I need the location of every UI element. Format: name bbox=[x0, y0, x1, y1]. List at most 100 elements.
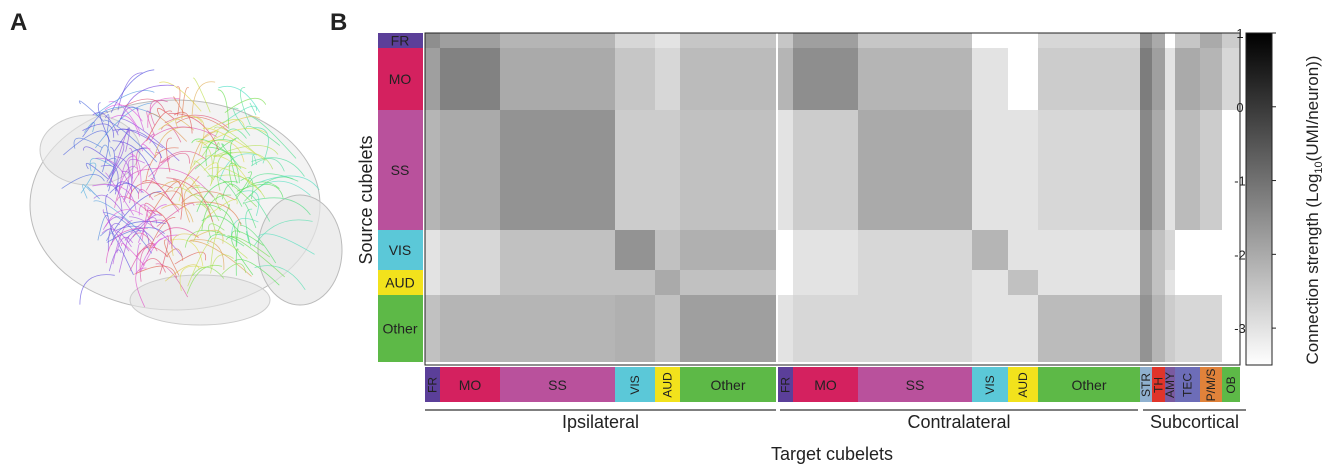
heatmap-cell bbox=[500, 110, 615, 230]
fibre bbox=[150, 178, 180, 213]
fibre bbox=[210, 231, 221, 268]
fibre bbox=[245, 231, 250, 244]
fibre bbox=[61, 174, 105, 189]
target-region-bar bbox=[778, 367, 793, 402]
target-region-bar bbox=[680, 367, 776, 402]
fibre bbox=[218, 86, 261, 113]
heatmap-cell bbox=[1165, 48, 1175, 110]
fibre bbox=[151, 126, 217, 138]
fibre bbox=[161, 203, 194, 223]
heatmap-cell bbox=[793, 33, 858, 48]
fibre bbox=[249, 102, 257, 116]
source-region-bar bbox=[378, 33, 423, 48]
fibre bbox=[116, 128, 164, 149]
heatmap-cell bbox=[793, 48, 858, 110]
fibre bbox=[212, 142, 220, 164]
fibre bbox=[148, 157, 171, 178]
heatmap-cell bbox=[1222, 33, 1240, 48]
fibre bbox=[125, 130, 130, 152]
heatmap-cell bbox=[615, 230, 655, 270]
target-region-bar bbox=[858, 367, 972, 402]
group-label: Contralateral bbox=[907, 412, 1010, 432]
group-label: Ipsilateral bbox=[562, 412, 639, 432]
fibre bbox=[207, 119, 245, 131]
fibre bbox=[191, 138, 234, 158]
heatmap-cell bbox=[1200, 48, 1222, 110]
fibre bbox=[216, 204, 230, 234]
heatmap-cell bbox=[972, 270, 1008, 295]
brain-render bbox=[29, 69, 343, 326]
fibre bbox=[181, 191, 236, 204]
fibre bbox=[95, 90, 155, 116]
fibre bbox=[124, 98, 166, 113]
fibre bbox=[189, 240, 252, 277]
heatmap-cell bbox=[1008, 110, 1038, 230]
heatmap-cell bbox=[1008, 295, 1038, 362]
fibre bbox=[253, 219, 313, 246]
source-region-label: Other bbox=[382, 321, 417, 337]
heatmap-cell bbox=[680, 295, 776, 362]
fibre bbox=[127, 159, 145, 179]
heatmap-cell bbox=[680, 230, 776, 270]
fibre bbox=[251, 154, 257, 166]
fibre bbox=[236, 221, 242, 246]
heatmap-cell bbox=[1038, 48, 1140, 110]
heatmap-cell bbox=[972, 110, 1008, 230]
fibre bbox=[235, 171, 252, 200]
target-region-label: Other bbox=[1071, 377, 1106, 393]
heatmap-cell bbox=[858, 110, 972, 230]
fibre bbox=[168, 112, 219, 151]
heatmap-cell bbox=[858, 295, 972, 362]
heatmap-cell bbox=[500, 295, 615, 362]
heatmap-cell bbox=[500, 230, 615, 270]
fibre bbox=[136, 147, 151, 176]
heatmap-cell bbox=[440, 230, 500, 270]
target-region-label: TEC bbox=[1181, 373, 1195, 397]
heatmap-cell bbox=[680, 33, 776, 48]
target-region-bar bbox=[440, 367, 500, 402]
fibre bbox=[104, 104, 143, 122]
colorbar-tick-label: -3 bbox=[1234, 321, 1246, 336]
fibre bbox=[205, 139, 232, 167]
fibre bbox=[159, 81, 202, 112]
fibre bbox=[137, 204, 167, 243]
heatmap-cell bbox=[425, 110, 440, 230]
fibre bbox=[221, 143, 242, 169]
fibre bbox=[135, 243, 142, 274]
heatmap-cell bbox=[655, 110, 680, 230]
fibre bbox=[251, 157, 305, 177]
heatmap-cell bbox=[425, 295, 440, 362]
fibre bbox=[208, 223, 225, 239]
heatmap-cell bbox=[1152, 48, 1165, 110]
fibre bbox=[110, 221, 166, 245]
colorbar-title-sub: 10 bbox=[1313, 161, 1325, 173]
target-region-label: SS bbox=[548, 377, 567, 393]
target-region-label: SS bbox=[906, 377, 925, 393]
heatmap-cell bbox=[778, 110, 793, 230]
fibre bbox=[79, 274, 115, 305]
heatmap-cell bbox=[1140, 33, 1152, 48]
fibre bbox=[235, 248, 239, 276]
fibre bbox=[145, 152, 162, 191]
fibre bbox=[192, 77, 211, 113]
heatmap-cell bbox=[1038, 270, 1140, 295]
fibre bbox=[146, 210, 157, 229]
fibre bbox=[201, 215, 241, 233]
colorbar-tick-label: -1 bbox=[1234, 174, 1246, 189]
panel-label: B bbox=[330, 9, 347, 36]
heatmap-cell bbox=[615, 270, 655, 295]
fibre bbox=[193, 160, 214, 181]
heatmap-cell bbox=[1038, 230, 1140, 270]
heatmap-cell bbox=[1140, 230, 1152, 270]
fibre bbox=[114, 169, 150, 208]
fibre bbox=[169, 238, 204, 267]
target-region-label: AMY bbox=[1163, 372, 1177, 398]
heatmap-cell bbox=[500, 48, 615, 110]
heatmap-cell bbox=[1140, 270, 1152, 295]
heatmap-cell bbox=[655, 48, 680, 110]
fibre bbox=[112, 220, 133, 265]
fibre bbox=[155, 263, 189, 298]
fibre bbox=[166, 137, 173, 173]
fibre bbox=[203, 128, 268, 146]
heatmap-cell bbox=[655, 33, 680, 48]
